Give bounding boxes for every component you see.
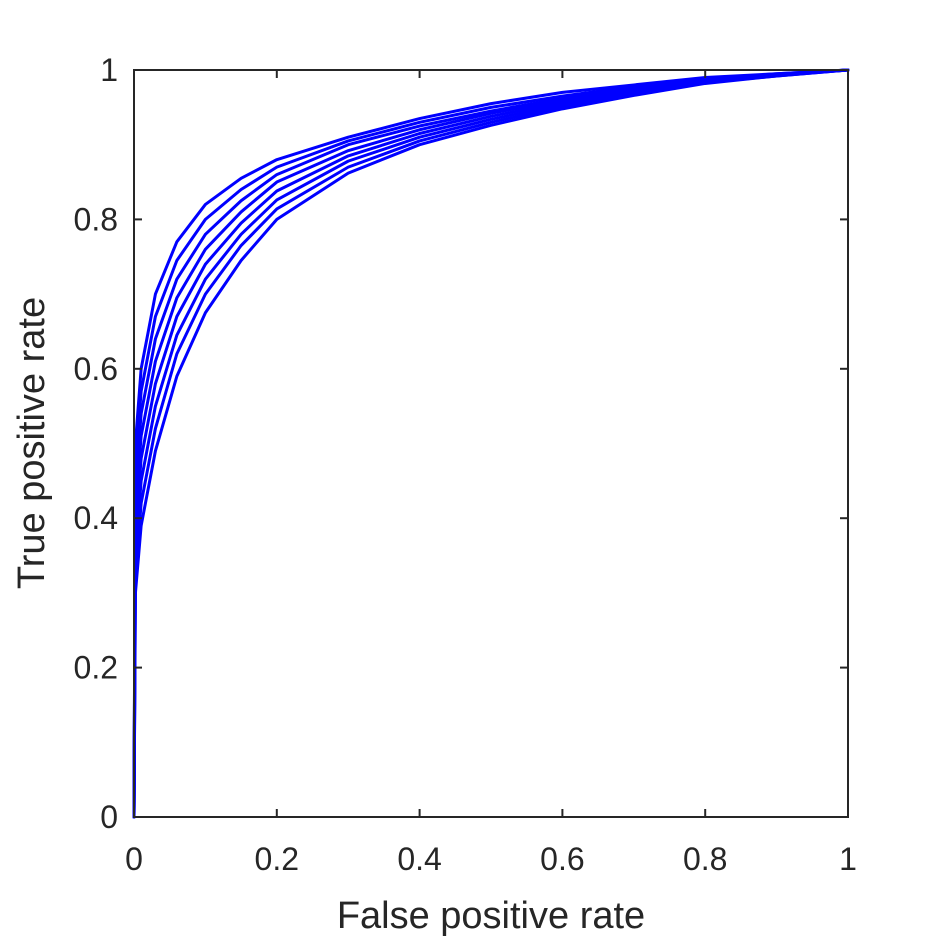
x-tick-label-4: 0.8 — [683, 841, 727, 877]
roc-curve-7 — [132, 68, 850, 819]
y-tick-label-2: 0.4 — [74, 500, 118, 536]
x-tick-label-5: 1 — [839, 841, 857, 877]
y-tick-label-5: 1 — [100, 52, 118, 88]
roc-curve-3 — [132, 68, 850, 819]
plot-area: 0 0.2 0.4 0.6 0.8 1 0 0.2 0.4 0.6 0.8 1 — [74, 52, 857, 877]
roc-curve-2 — [132, 68, 850, 819]
y-tick-label-0: 0 — [100, 799, 118, 835]
roc-curve-5 — [132, 68, 850, 819]
x-tick-labels: 0 0.2 0.4 0.6 0.8 1 — [125, 841, 857, 877]
y-tick-label-4: 0.8 — [74, 201, 118, 237]
roc-curve-1 — [132, 68, 850, 819]
roc-curves — [132, 68, 850, 819]
roc-curve-4 — [132, 68, 850, 819]
roc-curve-8 — [132, 68, 850, 819]
y-tick-label-1: 0.2 — [74, 650, 118, 686]
x-tick-label-1: 0.2 — [255, 841, 299, 877]
axes-frame — [133, 69, 849, 818]
y-axis-label: True positive rate — [11, 297, 53, 589]
x-axis-label: False positive rate — [337, 895, 645, 937]
x-tick-label-0: 0 — [125, 841, 143, 877]
x-tick-label-2: 0.4 — [397, 841, 441, 877]
y-tick-label-3: 0.6 — [74, 351, 118, 387]
axis-ticks — [133, 69, 849, 818]
roc-curve-6 — [132, 68, 850, 819]
x-tick-label-3: 0.6 — [540, 841, 584, 877]
y-tick-labels: 0 0.2 0.4 0.6 0.8 1 — [74, 52, 118, 835]
